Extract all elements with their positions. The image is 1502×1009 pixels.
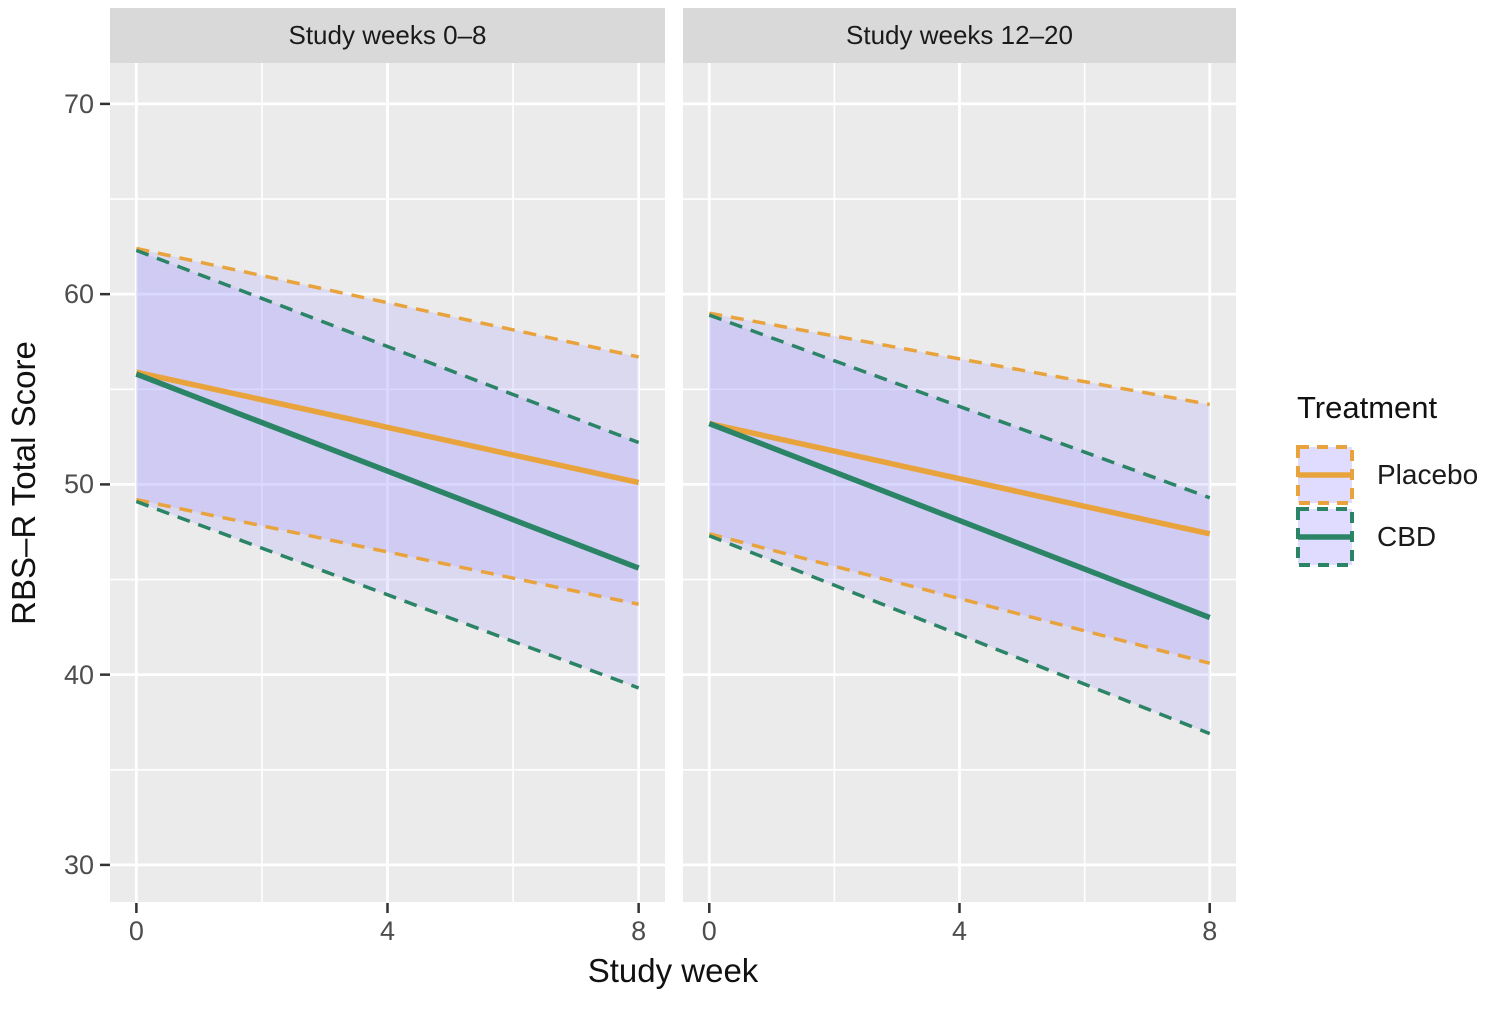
- x-tick-label: 8: [1202, 916, 1218, 946]
- placebo-ci-band: [709, 313, 1210, 664]
- x-tick-label: 4: [379, 916, 396, 946]
- cbd-ci-upper-line: [708, 313, 1211, 500]
- y-tick-label: 40: [63, 659, 94, 690]
- legend-label-placebo: Placebo: [1377, 459, 1479, 490]
- facet-strip-study-weeks-0-8: Study weeks 0–8: [110, 8, 665, 63]
- y-tick-label: 50: [63, 469, 94, 500]
- y-tick-label: 60: [63, 279, 94, 310]
- y-tick-label: 30: [63, 849, 94, 880]
- cbd-ci-lower-line: [135, 499, 640, 690]
- cbd-ci-lower-line: [708, 534, 1211, 736]
- placebo-ci-upper-line: [708, 311, 1211, 407]
- placebo-mean-line: [135, 369, 640, 486]
- x-tick-label: 8: [631, 916, 647, 946]
- legend: Treatment Placebo CBD: [1295, 390, 1502, 568]
- y-tick-label: 70: [63, 88, 94, 119]
- facet-strip-study-weeks-12-20: Study weeks 12–20: [683, 8, 1236, 63]
- placebo-mean-line: [708, 420, 1211, 537]
- cbd-ci-upper-line: [135, 248, 640, 445]
- x-tick-label: 0: [128, 916, 144, 946]
- placebo-ci-lower-line: [708, 532, 1211, 665]
- x-tick-label: 4: [951, 916, 968, 946]
- cbd-ci-band: [709, 315, 1210, 734]
- x-tick-label: 0: [701, 916, 717, 946]
- placebo-ci-lower-line: [136, 497, 639, 606]
- legend-entry-placebo: Placebo: [1295, 444, 1502, 506]
- x-axis-title: Study week: [587, 952, 759, 989]
- cbd-mean-line: [135, 371, 640, 571]
- cbd-mean-line: [708, 420, 1211, 621]
- cbd-legend-key-icon: [1296, 507, 1354, 567]
- legend-title: Treatment: [1297, 390, 1438, 425]
- placebo-ci-upper-line: [135, 246, 640, 359]
- placebo-legend-key-icon: [1296, 445, 1354, 505]
- legend-entry-cbd: CBD: [1295, 506, 1502, 568]
- legend-label-cbd: CBD: [1377, 521, 1437, 552]
